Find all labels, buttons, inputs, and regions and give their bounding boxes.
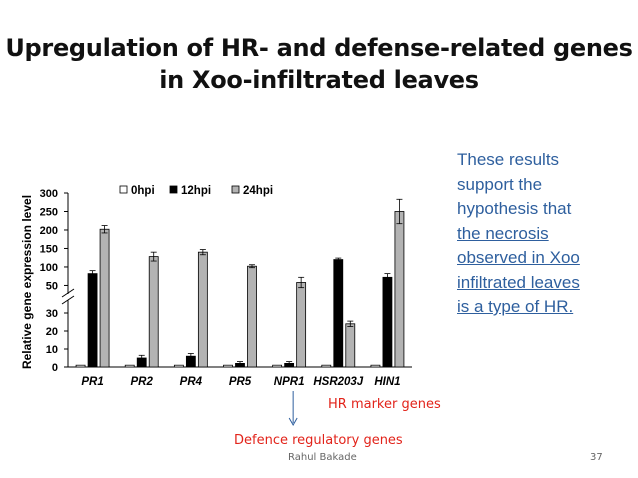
defence-regulatory-label: Defence regulatory genes bbox=[234, 433, 403, 448]
x-tick-label: PR1 bbox=[81, 376, 103, 388]
bar-24hpi-NPR1 bbox=[296, 282, 307, 368]
bar-12hpi-HSR203J bbox=[333, 259, 344, 368]
legend: 0hpi 12hpi 24hpi bbox=[119, 185, 273, 197]
y-tick-label: 30 bbox=[46, 308, 58, 320]
y-tick-label: 100 bbox=[40, 262, 58, 274]
arrow-layer bbox=[288, 391, 298, 427]
legend-label-24hpi: 24hpi bbox=[243, 185, 273, 197]
note-line-4: the necrosis bbox=[457, 222, 632, 247]
note-line-3: hypothesis that bbox=[457, 199, 572, 218]
x-tick-label: NPR1 bbox=[274, 376, 305, 388]
axis-break-mark bbox=[61, 288, 75, 298]
bar-0hpi-HSR203J bbox=[321, 364, 332, 368]
y-axis-label: Relative gene expression level bbox=[20, 195, 34, 369]
y-tick-label: 150 bbox=[40, 243, 58, 255]
bar-24hpi-PR2 bbox=[148, 256, 159, 368]
note-line-2: support the bbox=[457, 174, 543, 194]
axis-layer: 0 10 20 30 50 100 150 200 250 300 PR1 PR2 PR4 PR5 NPR1… bbox=[40, 188, 412, 388]
x-tick-label: HSR203J bbox=[313, 376, 363, 388]
x-tick-label: PR2 bbox=[131, 376, 154, 388]
note-line-7: is a type of HR. bbox=[457, 295, 632, 320]
y-tick-label: 50 bbox=[46, 280, 58, 292]
legend-swatch-0hpi bbox=[119, 185, 128, 194]
bar-0hpi-PR1 bbox=[75, 364, 86, 368]
note-line-5: observed in Xoo bbox=[457, 246, 632, 271]
legend-label-12hpi: 12hpi bbox=[181, 185, 211, 197]
x-tick-label: PR4 bbox=[180, 376, 203, 388]
bar-0hpi-NPR1 bbox=[272, 364, 283, 368]
title-line-2: in Xoo-infiltrated leaves bbox=[159, 66, 479, 94]
y-tick-label: 200 bbox=[40, 225, 58, 237]
bar-24hpi-PR5 bbox=[247, 265, 257, 368]
bar-12hpi-PR1 bbox=[87, 273, 98, 368]
hr-marker-label: HR marker genes bbox=[328, 397, 441, 412]
bar-0hpi-PR5 bbox=[223, 364, 233, 368]
note-line-4-text: the necrosis bbox=[457, 223, 549, 243]
note-line-1: These results bbox=[457, 150, 560, 169]
y-tick-label: 10 bbox=[46, 344, 58, 356]
bar-24hpi-HSR203J bbox=[345, 323, 356, 368]
y-tick-label: 20 bbox=[46, 326, 58, 338]
legend-label-0hpi: 0hpi bbox=[131, 185, 155, 197]
legend-swatch-12hpi bbox=[169, 185, 178, 194]
conclusion-note: These results support the hypothesis tha… bbox=[457, 148, 632, 320]
note-line-5-text: observed in Xoo bbox=[457, 248, 580, 267]
x-tick-label: HIN1 bbox=[374, 376, 400, 388]
note-line-6: infiltrated leaves bbox=[457, 271, 632, 296]
bar-24hpi-PR4 bbox=[197, 251, 208, 368]
note-line-6-text: infiltrated leaves bbox=[457, 272, 580, 292]
bar-24hpi-HIN1 bbox=[394, 211, 405, 368]
bar-24hpi-PR1 bbox=[99, 228, 110, 368]
bar-0hpi-PR2 bbox=[124, 364, 135, 368]
bar-layer bbox=[75, 198, 405, 368]
axis-break-mark bbox=[61, 295, 75, 305]
author-footer: Rahul Bakade bbox=[288, 452, 357, 463]
page-number: 37 bbox=[590, 452, 603, 463]
note-line-7-text: is a type of HR. bbox=[457, 297, 574, 316]
title-line-1: Upregulation of HR- and defense-related … bbox=[5, 34, 633, 62]
slide-title: Upregulation of HR- and defense-related … bbox=[0, 32, 638, 96]
legend-swatch-24hpi bbox=[231, 185, 240, 194]
bar-0hpi-HIN1 bbox=[370, 364, 381, 368]
y-tick-label: 0 bbox=[52, 362, 58, 374]
down-arrow-head bbox=[288, 417, 298, 427]
y-tick-label: 250 bbox=[40, 206, 58, 218]
bar-12hpi-HIN1 bbox=[382, 276, 393, 368]
y-tick-label: 300 bbox=[40, 188, 58, 200]
x-tick-label: PR5 bbox=[229, 376, 252, 388]
bar-0hpi-PR4 bbox=[173, 364, 184, 368]
